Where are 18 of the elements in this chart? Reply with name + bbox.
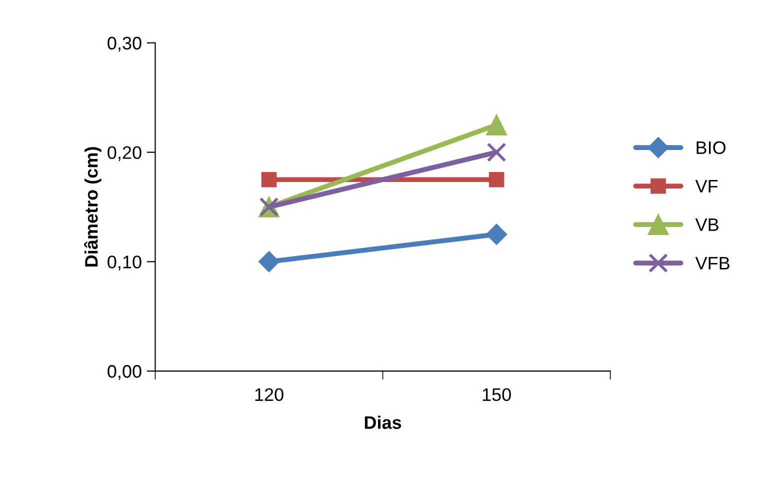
- point: [488, 172, 504, 188]
- legend-label: VF: [695, 180, 718, 192]
- y-tick-label: 0,00: [108, 365, 142, 380]
- legend-label: VB: [695, 218, 718, 231]
- point: [486, 142, 506, 162]
- x-tick-label: 150: [482, 388, 511, 402]
- point: [261, 172, 277, 188]
- y-axis-title: Diâmetro (cm): [84, 147, 102, 266]
- point: [258, 251, 280, 272]
- point: [486, 114, 507, 136]
- y-tick-label: 0,20: [108, 146, 142, 162]
- legend-label: BIO: [696, 141, 726, 154]
- legend-label: VFB: [695, 256, 730, 270]
- x-axis-title: Dias: [364, 416, 402, 429]
- point: [486, 224, 508, 245]
- y-tick-label: 0,10: [108, 256, 142, 271]
- x-tick-label: 120: [255, 388, 284, 402]
- y-tick-label: 0,30: [108, 36, 142, 52]
